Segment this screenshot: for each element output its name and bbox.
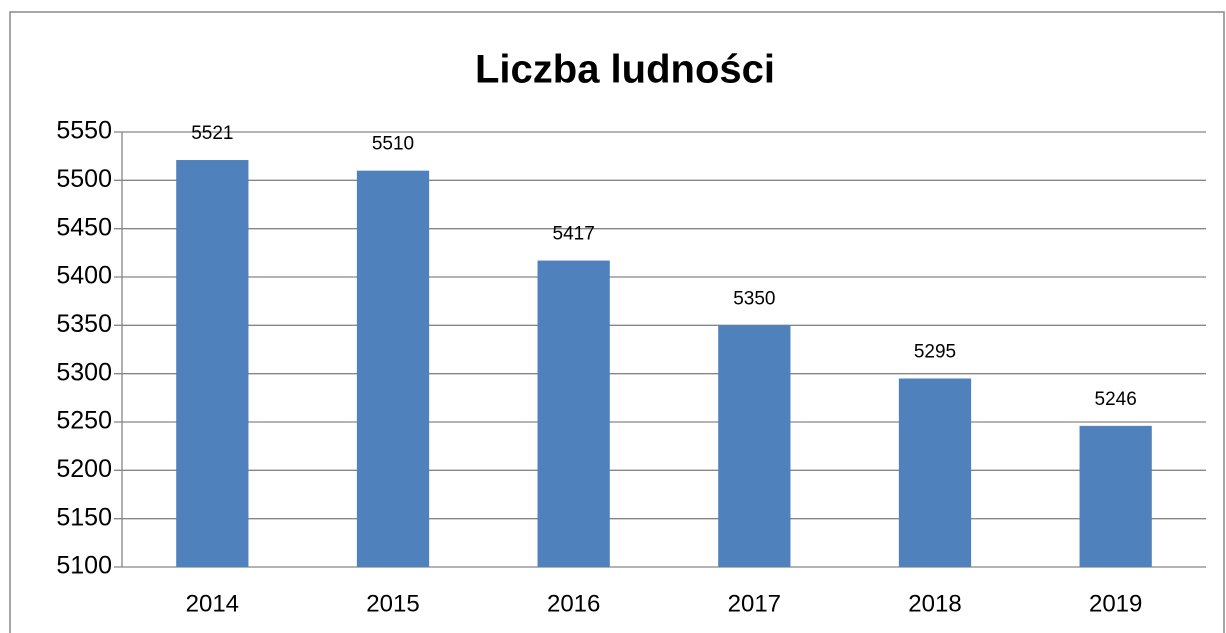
bar <box>537 260 610 567</box>
data-label: 5521 <box>191 123 233 144</box>
bar <box>1079 425 1152 567</box>
bar <box>176 160 249 568</box>
data-label: 5246 <box>1095 389 1137 410</box>
y-tick-label: 5300 <box>56 358 112 386</box>
x-tick-label: 2019 <box>1089 590 1142 617</box>
x-tick-label: 2015 <box>366 590 419 617</box>
x-tick-label: 2018 <box>908 590 961 617</box>
bar <box>356 170 430 567</box>
y-tick-label: 5150 <box>56 503 112 531</box>
y-tick-label: 5400 <box>56 262 112 290</box>
bar <box>718 325 791 567</box>
data-label: 5350 <box>733 288 775 309</box>
x-tick-label: 2016 <box>547 590 600 617</box>
bar <box>898 378 972 567</box>
chart-title: Liczba ludności <box>475 48 775 92</box>
y-tick-label: 5350 <box>56 310 112 338</box>
x-tick-label: 2014 <box>186 590 239 617</box>
y-tick-label: 5250 <box>56 407 112 435</box>
data-label: 5295 <box>914 342 956 363</box>
x-tick-label: 2017 <box>728 590 781 617</box>
y-tick-label: 5500 <box>56 165 112 193</box>
y-tick-label: 5450 <box>56 213 112 241</box>
y-tick-label: 5200 <box>56 455 112 483</box>
data-label: 5417 <box>553 224 595 245</box>
data-label: 5510 <box>372 134 414 155</box>
y-tick-label: 5550 <box>56 117 112 145</box>
y-tick-label: 5100 <box>56 552 112 580</box>
